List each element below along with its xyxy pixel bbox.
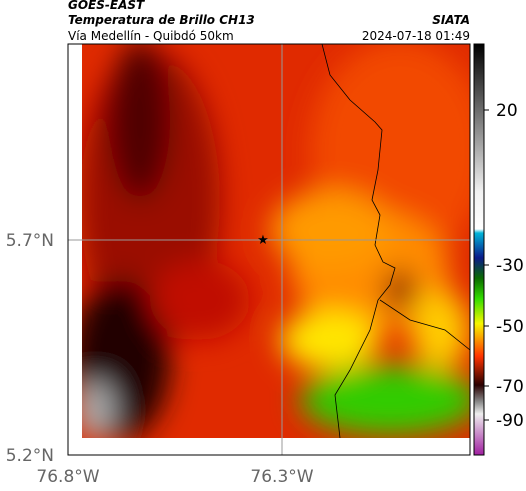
- colorbar-label: -30: [496, 256, 524, 276]
- timestamp: 2024-07-18 01:49: [362, 29, 470, 43]
- lon-label: 76.8°W: [36, 467, 99, 487]
- colorbar: [473, 43, 485, 456]
- title: Temperatura de Brillo CH13: [68, 13, 255, 27]
- colorbar-label: 20: [496, 101, 518, 121]
- colorbar-ticks: [484, 109, 489, 421]
- colorbar-label: -70: [496, 377, 524, 397]
- map-frame: [67, 43, 471, 456]
- colorbar-label: -90: [496, 411, 524, 431]
- colorbar-label: -50: [496, 317, 524, 337]
- lat-label: 5.7°N: [6, 231, 54, 251]
- source: GOES-EAST: [68, 0, 145, 12]
- location-marker: ★: [257, 233, 269, 248]
- lon-label: 76.3°W: [250, 467, 313, 487]
- organization: SIATA: [432, 13, 470, 27]
- lat-label: 5.2°N: [6, 446, 54, 466]
- subtitle: Vía Medellín - Quibdó 50km: [68, 29, 234, 43]
